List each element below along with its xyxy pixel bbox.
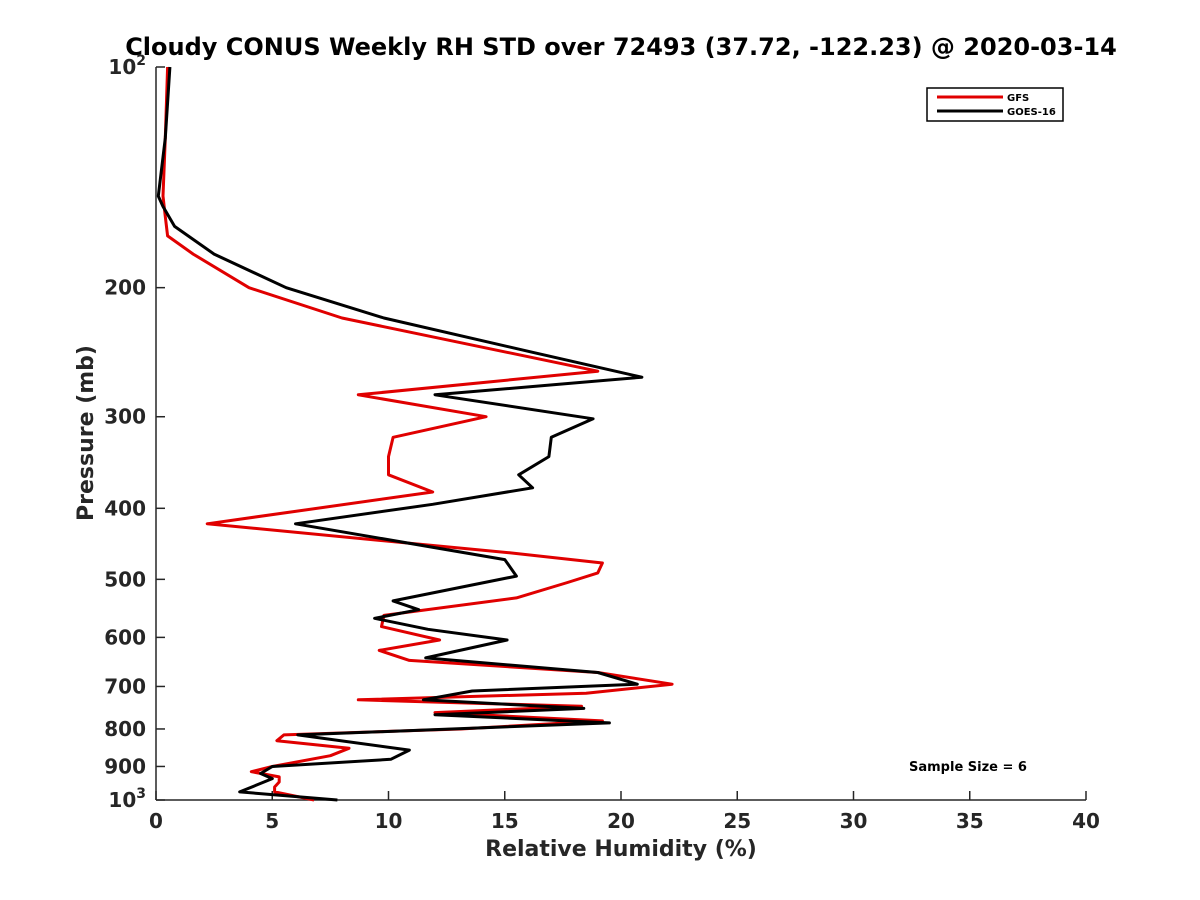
x-tick-label: 25 bbox=[723, 809, 751, 833]
y-tick-label: 300 bbox=[104, 405, 146, 429]
x-tick-label: 5 bbox=[265, 809, 279, 833]
x-tick-label: 20 bbox=[607, 809, 635, 833]
x-tick-label: 0 bbox=[149, 809, 163, 833]
y-tick-label: 102 bbox=[108, 53, 146, 79]
x-tick-label: 40 bbox=[1072, 809, 1100, 833]
y-tick-label: 700 bbox=[104, 674, 146, 698]
y-tick-label: 800 bbox=[104, 717, 146, 741]
y-tick-label: 400 bbox=[104, 496, 146, 520]
data-series bbox=[156, 66, 674, 802]
y-tick-label: 500 bbox=[104, 567, 146, 591]
sample-size-annotation: Sample Size = 6 bbox=[909, 760, 1027, 775]
chart-title: Cloudy CONUS Weekly RH STD over 72493 (3… bbox=[125, 33, 1117, 61]
y-axis-ticks: 102 200 300 400 500 600 700 800 900 103 bbox=[104, 53, 165, 812]
x-axis-label: Relative Humidity (%) bbox=[485, 837, 757, 862]
legend-label-goes16: GOES-16 bbox=[1007, 107, 1056, 118]
x-tick-label: 30 bbox=[840, 809, 868, 833]
y-tick-label: 103 bbox=[108, 786, 146, 812]
series-line-goes16 bbox=[156, 66, 644, 802]
legend-label-gfs: GFS bbox=[1007, 93, 1029, 104]
x-axis-ticks: 0 5 10 15 20 25 30 35 40 bbox=[149, 791, 1100, 833]
legend-box bbox=[926, 87, 1064, 122]
series-line-gfs bbox=[161, 66, 674, 802]
legend: GFS GOES-16 bbox=[926, 87, 1064, 122]
x-tick-label: 35 bbox=[956, 809, 984, 833]
y-tick-label: 200 bbox=[104, 276, 146, 300]
y-axis-label: Pressure (mb) bbox=[74, 345, 99, 521]
y-tick-label: 900 bbox=[104, 754, 146, 778]
x-tick-label: 10 bbox=[375, 809, 403, 833]
y-tick-label: 600 bbox=[104, 625, 146, 649]
x-tick-label: 15 bbox=[491, 809, 519, 833]
